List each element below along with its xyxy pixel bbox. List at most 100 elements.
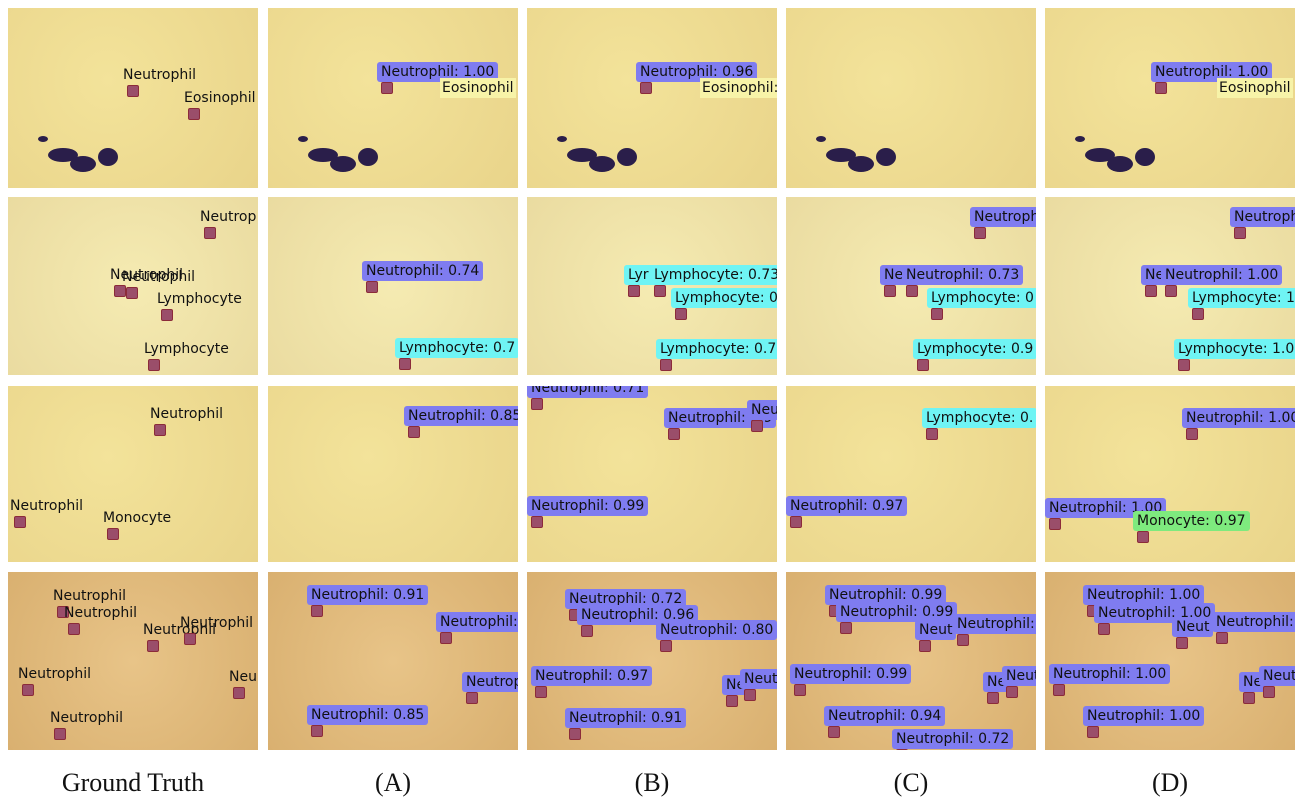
cell-box xyxy=(535,686,547,698)
cell-box xyxy=(381,82,393,94)
cell-box xyxy=(917,359,929,371)
cell-box xyxy=(581,625,593,637)
detection-label: Neutrophil: 0.96 xyxy=(636,62,758,82)
stain xyxy=(617,148,637,166)
cell-box xyxy=(54,728,66,740)
cell-box xyxy=(233,687,245,699)
detection-label: Neu xyxy=(747,400,777,420)
detection-label: Neutrophil: 0.94 xyxy=(824,706,946,726)
detection-label: Neutrophil: 0.73 xyxy=(902,265,1024,285)
image-panel: Neutrophil: 1.00 Eosinophil xyxy=(1045,8,1295,188)
cell-box xyxy=(668,428,680,440)
detection-label: Neutrophi xyxy=(1230,207,1295,227)
detection-label: Neutrop xyxy=(462,672,518,692)
cell-box xyxy=(896,749,908,750)
detection-label: Lymphocyte xyxy=(144,341,229,357)
detection-label: Neutrophil: 0.71 xyxy=(527,386,649,398)
detection-label: Lymphocyte: 0.9 xyxy=(913,339,1036,359)
cell-box xyxy=(790,516,802,528)
cell-box xyxy=(188,108,200,120)
cell-box xyxy=(1155,82,1167,94)
detection-label: Neutrophil: 0.91 xyxy=(307,585,429,605)
image-panel: Neutrophil: 0.72 Neutrophil: 0.96 Neutroph… xyxy=(527,572,777,750)
cell-box xyxy=(987,692,999,704)
image-panel: Neutrophil: 0.74 Lymphocyte: 0.7 xyxy=(268,197,518,375)
image-panel: Neutrophil: 0.99 Neutrophil: 0.99 Neut Neut… xyxy=(786,572,1036,750)
image-panel: NeutrophiLyrLymphocyte: 0.73Lymphocyte: … xyxy=(527,197,777,375)
cell-box xyxy=(154,424,166,436)
detection-label: Neutrophil xyxy=(122,269,196,285)
cell-box xyxy=(640,82,652,94)
stain xyxy=(557,136,567,142)
detection-label: Neutrophil xyxy=(10,498,84,514)
cell-box xyxy=(1098,623,1110,635)
detection-label: Neutrophil: 0.99 xyxy=(527,496,649,516)
cell-box xyxy=(1243,692,1255,704)
cell-box xyxy=(440,632,452,644)
detection-label: Neutrophil: 0.72 xyxy=(565,589,687,609)
detection-label: Neutrophil: 0.97 xyxy=(786,496,908,516)
detection-label: Lymphocyte: 0.73 xyxy=(650,265,777,285)
cell-box xyxy=(531,398,543,410)
detection-label: Neut xyxy=(915,620,957,640)
cell-box xyxy=(531,516,543,528)
detection-label: Neut xyxy=(1002,666,1036,686)
column-caption: (B) xyxy=(634,768,670,797)
stain xyxy=(589,156,615,172)
detection-label: Lyr xyxy=(624,265,653,285)
cell-box xyxy=(828,726,840,738)
detection-label: Neu xyxy=(229,669,257,685)
cell-box xyxy=(14,516,26,528)
cell-box xyxy=(1192,308,1204,320)
detection-label: Eosinophil xyxy=(184,90,256,106)
detection-label: Neutrophil: xyxy=(953,614,1036,634)
column-caption: (C) xyxy=(893,768,929,797)
stain xyxy=(826,148,856,162)
cell-box xyxy=(366,281,378,293)
cell-box xyxy=(1053,684,1065,696)
detection-label: Monocyte xyxy=(103,510,172,526)
stain xyxy=(330,156,356,172)
detection-label: Neutrophil xyxy=(180,615,254,631)
detection-label: Neutrophil: 1.00 xyxy=(1151,62,1273,82)
cell-box xyxy=(1186,428,1198,440)
stain xyxy=(48,148,78,162)
stain xyxy=(816,136,826,142)
detection-label: Lymphocyte: 0 xyxy=(927,288,1036,308)
stain xyxy=(567,148,597,162)
stain xyxy=(70,156,96,172)
detection-label: Neutrophil: 0.85 xyxy=(404,406,518,426)
detection-label: Neutrophil: 1.00 xyxy=(1161,265,1283,285)
detection-label: Monocyte: 0.97 xyxy=(1133,511,1250,531)
cell-box xyxy=(1234,227,1246,239)
detection-label: Ne xyxy=(880,265,908,285)
cell-box xyxy=(675,308,687,320)
stain xyxy=(848,156,874,172)
detection-label: Neutrophil: 0.91 xyxy=(565,708,687,728)
cell-box xyxy=(926,428,938,440)
detection-label: Lymphocyte: 0.7 xyxy=(656,339,777,359)
cell-box xyxy=(794,684,806,696)
image-panel: Neutrophil Neutrophil Neutrophil Neutrophil… xyxy=(8,572,258,750)
stain xyxy=(98,148,118,166)
cell-box xyxy=(114,285,126,297)
cell-box xyxy=(1176,637,1188,649)
column-caption: (D) xyxy=(1151,768,1189,797)
cell-box xyxy=(1178,359,1190,371)
cell-box xyxy=(1049,518,1061,530)
image-panel: Neutrophil Eosinophil xyxy=(8,8,258,188)
detection-label: Neutrophil: 1.00 xyxy=(1049,664,1171,684)
image-panel: Neutrophil: 0.96 Eosinophil: xyxy=(527,8,777,188)
cell-box xyxy=(204,227,216,239)
stain xyxy=(876,148,896,166)
detection-label: Neutrophil: 1.00 xyxy=(1083,706,1205,726)
detection-label: Eosinophil: xyxy=(700,78,777,98)
stain xyxy=(38,136,48,142)
image-panel: Neutrop Neutrophil Neutrophil Lymphocyte Lym… xyxy=(8,197,258,375)
column-caption: (A) xyxy=(374,768,412,797)
cell-box xyxy=(161,309,173,321)
cell-box xyxy=(974,227,986,239)
detection-label: Lymphocyte: 1 xyxy=(1188,288,1295,308)
